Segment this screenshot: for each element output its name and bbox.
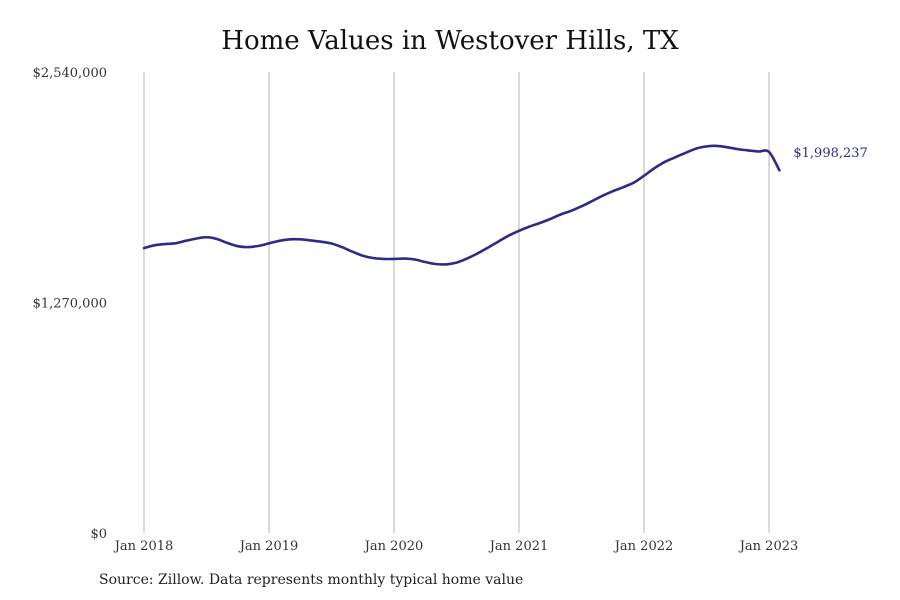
y-tick-label: $1,270,000 bbox=[33, 297, 107, 312]
series-line-home-value bbox=[142, 144, 781, 266]
source-note: Source: Zillow. Data represents monthly … bbox=[99, 572, 524, 588]
chart-title: Home Values in Westover Hills, TX bbox=[221, 26, 679, 56]
y-tick-label: $0 bbox=[90, 527, 107, 542]
x-tick-label: Jan 2020 bbox=[363, 539, 424, 554]
end-label-layer: $1,998,237 bbox=[793, 146, 867, 161]
x-tick-label: Jan 2022 bbox=[613, 539, 674, 554]
x-tick-label: Jan 2019 bbox=[238, 539, 299, 554]
x-tick-label: Jan 2023 bbox=[738, 539, 799, 554]
series-layer bbox=[142, 144, 781, 266]
gridlines bbox=[143, 72, 770, 533]
x-tick-label: Jan 2021 bbox=[488, 539, 549, 554]
end-value-label: $1,998,237 bbox=[793, 146, 867, 161]
x-tick-label: Jan 2018 bbox=[113, 539, 174, 554]
x-axis-ticks: Jan 2018 Jan 2019 Jan 2020 Jan 2021 Jan 2022… bbox=[113, 539, 799, 554]
y-axis-ticks: $0 $1,270,000 $2,540,000 bbox=[33, 66, 107, 542]
y-tick-label: $2,540,000 bbox=[33, 66, 107, 81]
